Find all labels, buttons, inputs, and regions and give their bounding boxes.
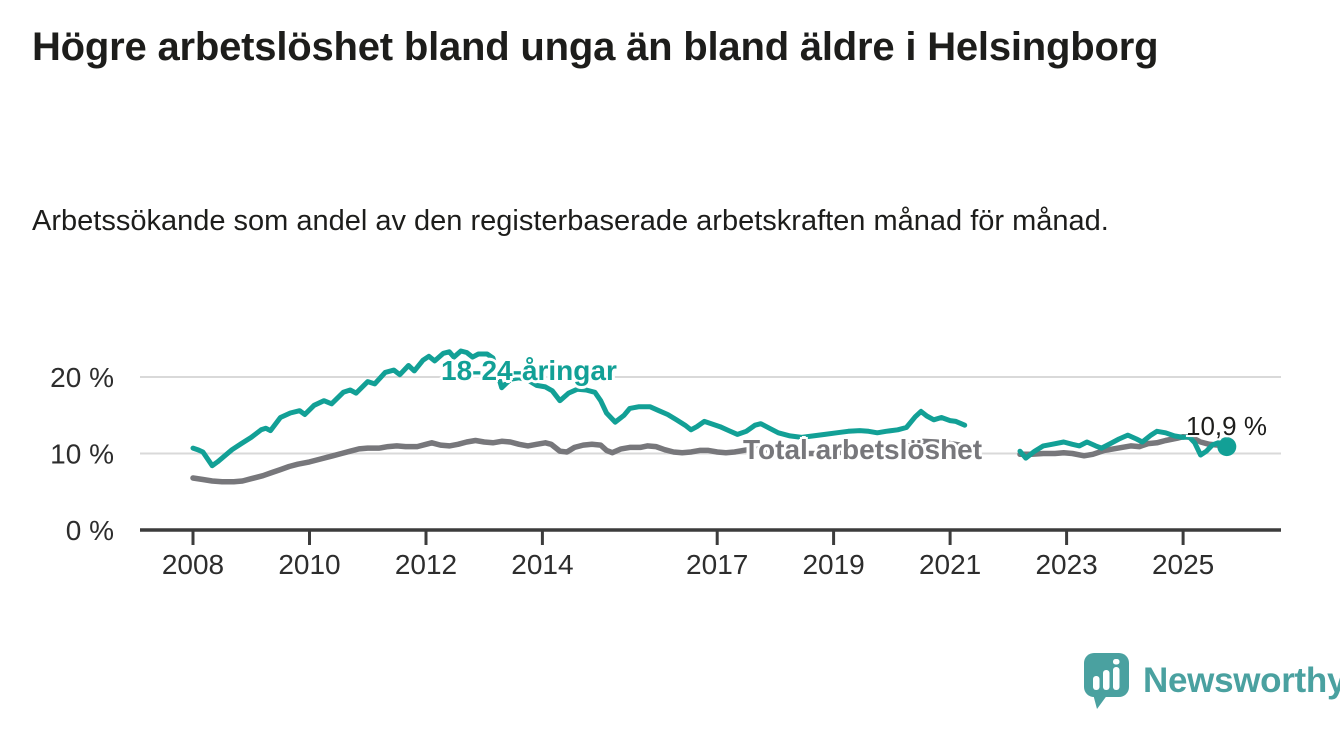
- x-tick-label: 2008: [162, 549, 224, 580]
- x-tick-label: 2019: [802, 549, 864, 580]
- x-tick-label: 2017: [686, 549, 748, 580]
- series-label-total: Total arbetslöshet: [743, 434, 983, 465]
- page-title: Högre arbetslöshet bland unga än bland ä…: [32, 25, 1159, 69]
- x-tick-label: 2023: [1035, 549, 1097, 580]
- newsworthy-brand: Newsworthy: [1083, 652, 1340, 710]
- x-tick-label: 2010: [278, 549, 340, 580]
- x-tick-label: 2021: [919, 549, 981, 580]
- series-line: [190, 437, 968, 485]
- series-end-dot: [1217, 437, 1237, 457]
- x-tick-label: 2012: [395, 549, 457, 580]
- y-tick-label: 10 %: [50, 439, 114, 470]
- x-tick-label: 2025: [1152, 549, 1214, 580]
- y-tick-label: 0 %: [66, 515, 114, 546]
- series-line: [1017, 433, 1227, 459]
- series-label-18-24: 18-24-åringar: [441, 355, 617, 386]
- chart-subtitle: Arbetssökande som andel av den registerb…: [32, 205, 1109, 237]
- series-line: [190, 348, 968, 469]
- brand-name: Newsworthy: [1143, 661, 1340, 700]
- latest-value-annotation: 10,9 %: [1186, 411, 1267, 441]
- x-tick-label: 2014: [511, 549, 573, 580]
- y-tick-label: 20 %: [50, 362, 114, 393]
- series-line: [1017, 428, 1230, 461]
- newsworthy-speech-bubble-chart-icon: [1084, 653, 1129, 709]
